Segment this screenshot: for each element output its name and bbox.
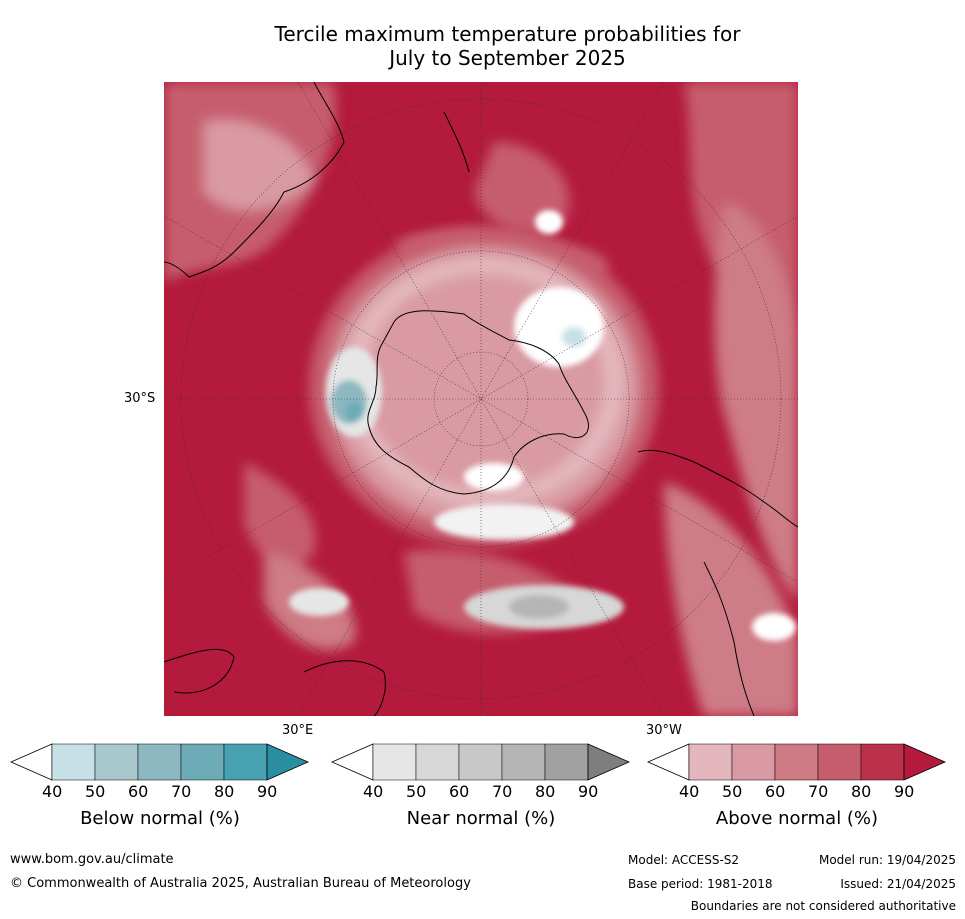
longitude-label-east: 30°E bbox=[282, 723, 314, 738]
legend-swatch bbox=[51, 743, 96, 781]
legend-tick-label: 50 bbox=[85, 782, 106, 801]
legend-above-normal-bar bbox=[647, 743, 946, 781]
legend-near-ticks: 40 50 60 70 80 90 bbox=[331, 782, 631, 802]
legend-extend-low bbox=[331, 743, 374, 781]
legend-above-normal bbox=[647, 743, 947, 785]
legend-tick-label: 60 bbox=[765, 782, 786, 801]
legend-swatch bbox=[544, 743, 589, 781]
legend-near-title: Near normal (%) bbox=[406, 808, 556, 829]
legend-tick-label: 90 bbox=[578, 782, 599, 801]
legend-tick-label: 90 bbox=[257, 782, 278, 801]
legend-swatch bbox=[415, 743, 460, 781]
legend-tick-label: 40 bbox=[363, 782, 384, 801]
title-line-1: Tercile maximum temperature probabilitie… bbox=[274, 22, 741, 46]
legend-below-normal bbox=[10, 743, 310, 785]
legend-tick-label: 90 bbox=[894, 782, 915, 801]
legend-below-ticks: 40 50 60 70 80 90 bbox=[10, 782, 310, 802]
legend-swatch bbox=[731, 743, 776, 781]
legend-tick-label: 60 bbox=[128, 782, 149, 801]
legend-extend-high bbox=[903, 743, 946, 781]
legend-swatch bbox=[774, 743, 819, 781]
model-run: Model run: 19/04/2025 bbox=[818, 853, 956, 867]
legend-above-title: Above normal (%) bbox=[715, 808, 879, 829]
legend-swatch bbox=[223, 743, 268, 781]
polar-probability-map bbox=[164, 82, 798, 716]
legend-tick-label: 70 bbox=[808, 782, 829, 801]
legend-swatch bbox=[860, 743, 905, 781]
legend-extend-high bbox=[587, 743, 630, 781]
legend-swatch bbox=[501, 743, 546, 781]
coastlines bbox=[164, 82, 798, 716]
issued-date: Issued: 21/04/2025 bbox=[840, 877, 956, 891]
legend-tick-label: 40 bbox=[42, 782, 63, 801]
legend-swatch bbox=[94, 743, 139, 781]
copyright-text: © Commonwealth of Australia 2025, Austra… bbox=[10, 876, 471, 891]
base-period: Base period: 1981-2018 bbox=[628, 877, 773, 891]
legend-tick-label: 70 bbox=[492, 782, 513, 801]
legend-swatch bbox=[688, 743, 733, 781]
legend-tick-label: 40 bbox=[679, 782, 700, 801]
legend-swatch bbox=[372, 743, 417, 781]
legend-below-normal-bar bbox=[10, 743, 309, 781]
longitude-label-west: 30°W bbox=[646, 723, 682, 738]
legend-extend-high bbox=[266, 743, 309, 781]
legend-below-title: Below normal (%) bbox=[80, 808, 240, 829]
legend-swatch bbox=[458, 743, 503, 781]
latitude-label: 30°S bbox=[124, 391, 156, 406]
website-link[interactable]: www.bom.gov.au/climate bbox=[10, 852, 174, 867]
antarctica-coastline bbox=[367, 310, 589, 495]
legend-swatch bbox=[137, 743, 182, 781]
legend-near-normal-bar bbox=[331, 743, 630, 781]
legend-tick-label: 70 bbox=[171, 782, 192, 801]
title-line-2: July to September 2025 bbox=[389, 46, 626, 70]
legend-tick-label: 50 bbox=[722, 782, 743, 801]
legend-above-ticks: 40 50 60 70 80 90 bbox=[647, 782, 947, 802]
legend-tick-label: 80 bbox=[214, 782, 235, 801]
model-name: Model: ACCESS-S2 bbox=[628, 853, 740, 867]
legend-tick-label: 80 bbox=[851, 782, 872, 801]
legend-tick-label: 60 bbox=[449, 782, 470, 801]
disclaimer: Boundaries are not considered authoritat… bbox=[690, 899, 956, 913]
legend-extend-low bbox=[647, 743, 690, 781]
legend-swatch bbox=[817, 743, 862, 781]
legend-swatch bbox=[180, 743, 225, 781]
legend-tick-label: 50 bbox=[406, 782, 427, 801]
chart-title: Tercile maximum temperature probabilitie… bbox=[160, 22, 855, 70]
legend-tick-label: 80 bbox=[535, 782, 556, 801]
legend-near-normal bbox=[331, 743, 631, 785]
graticule bbox=[164, 82, 798, 716]
legend-extend-low bbox=[10, 743, 53, 781]
